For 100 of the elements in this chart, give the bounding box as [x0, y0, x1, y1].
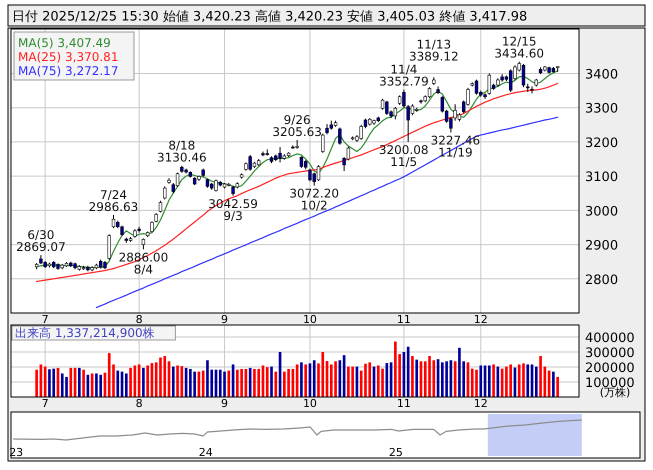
text: MA(75) 3,272.17	[18, 64, 118, 78]
bar	[78, 368, 81, 397]
x-tick-label: 10	[302, 397, 317, 410]
bar	[202, 370, 205, 397]
bar	[462, 361, 466, 397]
candlestick	[158, 200, 162, 213]
candlestick	[248, 154, 252, 172]
bar	[445, 361, 448, 397]
candlestick	[154, 212, 158, 223]
annotation: 8/18 3130.46	[157, 138, 207, 165]
bar	[236, 370, 239, 397]
bar	[394, 342, 397, 397]
bar	[505, 366, 508, 397]
bar	[385, 363, 388, 397]
bar	[116, 370, 120, 397]
text: MA(5) 3,407.49	[18, 36, 111, 50]
y-tick-label: 3400	[585, 67, 618, 82]
bar	[454, 361, 456, 397]
x-tick-label: 11	[396, 313, 411, 326]
bar	[308, 363, 312, 397]
candlestick	[108, 234, 111, 260]
bar	[312, 360, 316, 397]
x-tick-label: 25	[388, 446, 403, 459]
candlestick	[176, 172, 180, 188]
bar	[556, 376, 559, 397]
bar	[69, 368, 72, 397]
bar	[120, 372, 124, 397]
candlestick	[508, 68, 512, 92]
text: MA(25) 3,370.81	[18, 50, 118, 64]
bar	[526, 364, 530, 397]
x-tick-label: 9	[221, 397, 228, 410]
bar	[244, 368, 248, 397]
bar	[338, 360, 342, 397]
bar	[548, 370, 550, 397]
candlestick	[488, 72, 492, 96]
bar	[356, 366, 358, 397]
bar	[60, 373, 64, 397]
bar	[514, 368, 516, 397]
bar	[450, 360, 452, 397]
annotation: 9/26 3205.63	[272, 112, 322, 139]
candlestick	[385, 100, 389, 116]
bar	[95, 373, 98, 397]
bar	[368, 362, 372, 397]
bar	[206, 360, 209, 397]
y-tick-label: 3200	[585, 136, 618, 151]
bar	[214, 370, 218, 397]
bar	[283, 372, 286, 397]
candlestick	[338, 127, 342, 146]
candlestick	[428, 86, 432, 99]
bar	[347, 366, 350, 397]
bar	[150, 363, 154, 397]
bar	[330, 364, 333, 397]
bar	[436, 359, 440, 397]
bar	[321, 352, 324, 397]
candlestick	[402, 89, 406, 108]
candlestick	[300, 156, 304, 168]
y-tick-label: 2800	[585, 272, 618, 288]
candlestick	[522, 63, 526, 88]
bar	[189, 368, 192, 397]
annotation: 12/15 3434.60	[494, 34, 544, 61]
bar	[552, 372, 555, 397]
candlestick	[398, 94, 402, 106]
candlestick	[308, 168, 312, 182]
bar	[184, 368, 188, 397]
bar	[420, 361, 422, 397]
candlestick	[206, 178, 210, 188]
candlestick	[304, 160, 308, 170]
bar	[411, 356, 414, 397]
bar	[248, 368, 252, 397]
x-tick-label: 7	[42, 313, 49, 326]
bar	[342, 355, 346, 397]
bar	[266, 367, 269, 397]
bar	[300, 362, 303, 397]
bar	[466, 362, 470, 397]
bar	[223, 372, 226, 397]
candlestick	[142, 238, 146, 250]
bar	[108, 353, 111, 397]
bar	[82, 370, 85, 397]
annotation: 出来高 1,337,214,900株	[15, 326, 155, 340]
bar	[492, 364, 495, 397]
bar	[458, 348, 461, 397]
x-tick-label: 24	[198, 446, 213, 459]
x-tick-label: 11	[396, 397, 411, 410]
bar	[278, 352, 282, 397]
bar	[509, 364, 512, 397]
bar	[56, 368, 60, 397]
candlestick	[163, 186, 166, 200]
bar	[296, 364, 298, 397]
bar	[534, 366, 538, 397]
bar	[142, 368, 145, 397]
x-tick-label: 12	[474, 313, 488, 326]
bar	[129, 368, 132, 397]
bar	[270, 366, 273, 397]
bar	[488, 366, 491, 397]
y-tick-label: 2900	[585, 238, 618, 254]
annotation: 11/13 3389.12	[408, 38, 459, 64]
bar	[518, 364, 521, 397]
y-tick-label: 400000	[585, 331, 635, 346]
bar	[227, 370, 230, 397]
bar	[198, 372, 200, 397]
